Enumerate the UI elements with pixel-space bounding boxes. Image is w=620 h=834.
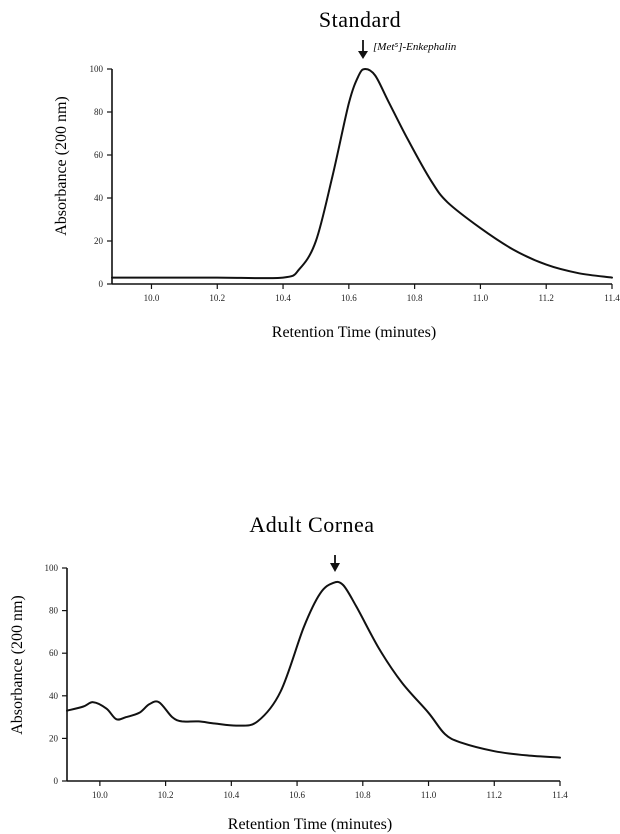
- standard-y-tick-label: 20: [94, 236, 104, 246]
- standard-peak-annotation: [Met⁵]-Enkephalin: [373, 41, 457, 53]
- standard-x-tick-label: 10.4: [275, 293, 291, 303]
- standard-title: Standard: [319, 7, 401, 32]
- standard-y-tick-label: 100: [90, 64, 104, 74]
- standard-y-tick-label: 0: [99, 279, 104, 289]
- adult-cornea-x-tick-label: 10.6: [289, 790, 305, 800]
- adult-cornea-x-tick-label: 11.2: [487, 790, 502, 800]
- standard-x-tick-label: 10.8: [407, 293, 423, 303]
- standard-x-tick-label: 11.4: [604, 293, 620, 303]
- standard-ticks: 0 20 40 60 80 100 10.0 10.2 10.4 10.6 10.8 11.0 11.2…: [90, 64, 620, 303]
- adult-cornea-y-label: Absorbance (200 nm): [9, 595, 26, 735]
- standard-y-tick-label: 80: [94, 107, 104, 117]
- adult-cornea-x-tick-label: 11.4: [552, 790, 568, 800]
- adult-cornea-x-tick-label: 10.2: [158, 790, 174, 800]
- adult-cornea-x-tick-label: 10.0: [92, 790, 108, 800]
- adult-cornea-title: Adult Cornea: [249, 512, 374, 537]
- adult-cornea-y-tick-label: 80: [49, 606, 59, 616]
- standard-peak-arrowhead: [358, 51, 368, 59]
- adult-cornea-x-tick-label: 11.0: [421, 790, 437, 800]
- adult-cornea-ticks: 0 20 40 60 80 100 10.0 10.2 10.4 10.6 10.8 11.0 11.2…: [45, 563, 569, 800]
- adult-cornea-y-tick-label: 40: [49, 691, 59, 701]
- adult-cornea-x-label: Retention Time (minutes): [228, 816, 392, 833]
- adult-cornea-y-tick-label: 60: [49, 648, 59, 658]
- standard-x-tick-label: 10.0: [144, 293, 160, 303]
- adult-cornea-y-tick-label: 100: [45, 563, 59, 573]
- standard-y-label: Absorbance (200 nm): [53, 96, 70, 236]
- standard-x-label: Retention Time (minutes): [272, 324, 436, 341]
- adult-cornea-peak-arrowhead: [330, 563, 340, 572]
- standard-y-tick-label: 40: [94, 193, 104, 203]
- standard-chart: Standard Absorbance (200 nm) Retention T…: [53, 7, 620, 341]
- adult-cornea-chart: Adult Cornea Absorbance (200 nm) Retenti…: [9, 512, 568, 833]
- adult-cornea-curve: [66, 580, 561, 759]
- adult-cornea-y-tick-label: 20: [49, 733, 59, 743]
- standard-x-tick-label: 10.2: [209, 293, 225, 303]
- standard-x-tick-label: 11.2: [538, 293, 553, 303]
- standard-x-tick-label: 11.0: [473, 293, 489, 303]
- standard-x-tick-label: 10.6: [341, 293, 357, 303]
- adult-cornea-x-tick-label: 10.4: [223, 790, 239, 800]
- adult-cornea-x-tick-label: 10.8: [355, 790, 371, 800]
- standard-y-tick-label: 60: [94, 150, 104, 160]
- standard-curve: [111, 68, 613, 280]
- adult-cornea-y-tick-label: 0: [54, 776, 59, 786]
